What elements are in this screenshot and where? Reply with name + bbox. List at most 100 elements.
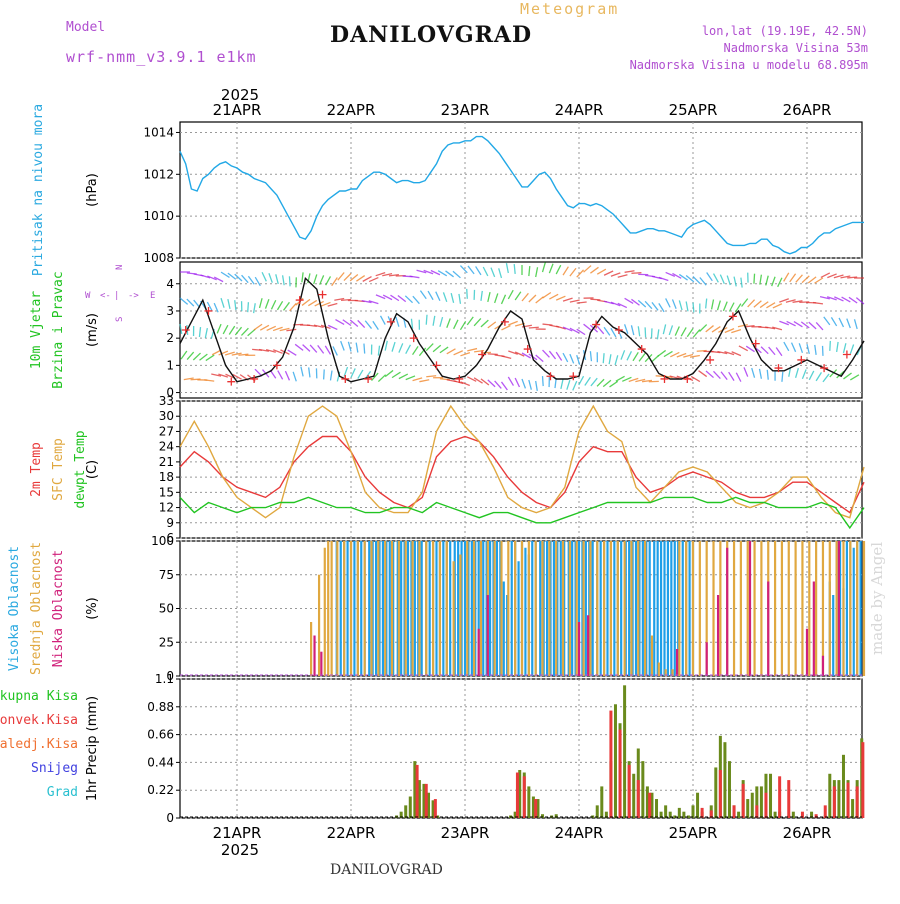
clouds-bar (832, 595, 834, 676)
clouds-bar (494, 541, 496, 676)
precipitation-bar (733, 805, 736, 818)
wind-point (250, 375, 258, 383)
precip-legend-label: Zaledj.Kisa (0, 737, 78, 752)
wind-arrow (744, 367, 748, 376)
wind-arrow (488, 354, 498, 355)
wind-arrow (515, 292, 521, 300)
clouds-bar (682, 541, 684, 676)
wind-point (706, 356, 714, 364)
wind-arrow (440, 317, 443, 327)
wind-arrow (289, 276, 290, 286)
clouds-bar (635, 541, 637, 676)
clouds-bar (849, 541, 851, 676)
wind-arrow (392, 372, 400, 377)
wind-arrow (778, 278, 782, 287)
clouds-ylabel: (%) (85, 597, 100, 620)
clouds-bar (471, 541, 473, 676)
clouds-bar (418, 541, 420, 676)
wind-arrow (813, 303, 823, 304)
temperature-ytick-label: 12 (159, 501, 174, 515)
wind-arrow (830, 341, 831, 351)
wind-arrow (302, 272, 303, 282)
clouds-bar (717, 595, 719, 676)
wind-arrow (260, 298, 263, 308)
wind-arrow (262, 272, 266, 281)
clouds-bar (507, 541, 509, 676)
precipitation-bar (746, 799, 749, 818)
clouds-bar (562, 541, 564, 676)
precipitation-ytick-label: 0.66 (147, 728, 174, 742)
clouds-bar (630, 541, 632, 676)
wind-arrow (242, 275, 249, 283)
clouds-bar (774, 541, 776, 676)
wind-arrow (723, 302, 727, 311)
wind-arrow (488, 292, 490, 302)
wind-arrow (223, 325, 228, 334)
wind-arrow (700, 325, 707, 332)
clouds-bar (658, 663, 660, 677)
wind-arrow (597, 269, 606, 274)
temperature-series-line (180, 437, 864, 513)
wind-arrow (501, 295, 505, 304)
clouds-bar (446, 541, 448, 676)
wind-arrow (529, 327, 539, 328)
clouds-bar (514, 541, 516, 676)
clouds-bar (596, 541, 598, 676)
wind-arrow (265, 299, 268, 308)
temperature-ytick-label: 15 (159, 485, 174, 499)
wind-arrow (638, 326, 639, 336)
wind-arrow (508, 377, 513, 386)
wind-arrow (278, 371, 283, 380)
precipitation-bar (764, 793, 767, 818)
precipitation-bar (641, 761, 644, 818)
clouds-bar (357, 541, 359, 676)
clouds-side-label: Niska Oblacnost (51, 550, 66, 667)
precipitation-bar (719, 770, 722, 818)
wind-arrow (563, 267, 568, 275)
model-label: Model (66, 20, 105, 35)
wind-arrow (248, 302, 249, 312)
clouds-bar (503, 582, 505, 677)
wind-arrow (843, 373, 851, 379)
temperature-side-label: 2m Temp (29, 442, 44, 497)
clouds-bar (651, 636, 653, 677)
wind-arrow (235, 300, 236, 310)
clouds-bar (473, 541, 475, 676)
wind-arrow (645, 301, 652, 308)
precipitation-bar (696, 793, 699, 818)
clouds-bar (781, 541, 783, 676)
clouds-bar (313, 636, 315, 677)
clouds-bar (531, 541, 533, 676)
clouds-bar (569, 541, 571, 676)
wind-arrow (669, 325, 672, 334)
wind-arrow (483, 267, 488, 276)
wind-arrow (627, 351, 631, 360)
precipitation-bar (742, 784, 745, 818)
wind-arrow (241, 328, 248, 335)
clouds-bar (822, 656, 824, 676)
top-date-label: 25APR (669, 101, 718, 119)
wind-arrow (406, 376, 415, 380)
wind-arrow (206, 355, 214, 360)
wind-arrow (823, 374, 829, 382)
wind-arrow (447, 318, 451, 327)
precipitation-bar (637, 780, 640, 818)
wind-arrow (325, 346, 330, 355)
wind-arrow (567, 380, 570, 390)
wind-arrow (850, 375, 859, 380)
wind-arrow (604, 271, 613, 275)
wind-arrow (816, 372, 821, 380)
clouds-bar (541, 541, 543, 676)
clouds-bar (353, 541, 355, 676)
wind-arrow (604, 327, 610, 335)
wind-arrow (741, 278, 742, 288)
precipitation-bar (655, 799, 658, 818)
wind-arrow (228, 299, 230, 309)
wind-arrow (285, 371, 289, 380)
wind-arrow (603, 380, 611, 386)
wind-arrow (784, 342, 789, 351)
wind-arrow (839, 318, 843, 327)
precipitation-bar (824, 805, 827, 818)
wind-arrow (341, 341, 344, 350)
clouds-bar (528, 541, 530, 676)
